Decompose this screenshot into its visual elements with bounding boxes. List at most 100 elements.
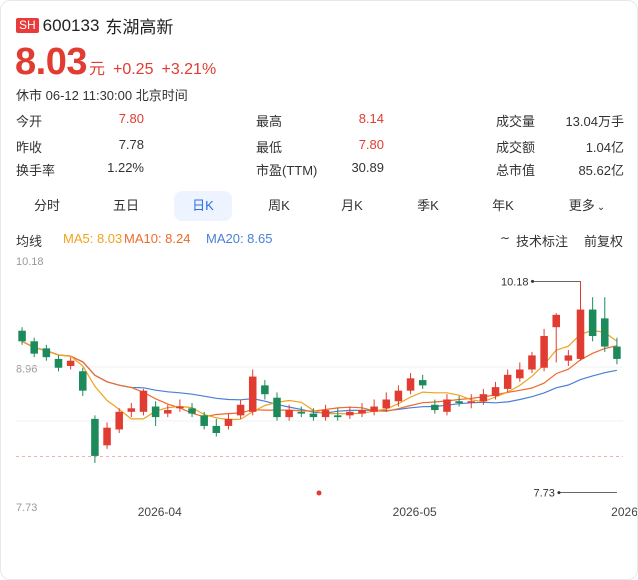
stat-turnover-amount-value: 1.04亿: [585, 140, 624, 155]
candle-body: [528, 355, 536, 370]
min-price-label: 7.73: [534, 488, 555, 500]
stock-code: 600133: [42, 15, 100, 35]
y-tick-label: 7.73: [16, 502, 37, 514]
stat-market-cap-label: 总市值: [496, 163, 536, 178]
kline-chart: 10.18 8.96 7.73 10.18 7.73 2026-04 2026-05 2026…: [16, 256, 637, 519]
stat-prev-close-label: 昨收: [16, 140, 43, 155]
candle-body: [564, 355, 573, 361]
stat-volume-label: 成交量: [496, 114, 536, 129]
candle-body: [115, 411, 123, 430]
candle-body: [540, 336, 548, 368]
candle-body: [333, 415, 342, 418]
tech-annotation-icon: ∼: [500, 231, 511, 245]
candle-body: [139, 390, 148, 412]
tab-intraday[interactable]: 分时: [33, 198, 60, 213]
candle-body: [431, 404, 439, 411]
price-change: +0.25: [112, 61, 154, 78]
candle-body: [467, 401, 476, 404]
candle-body: [224, 418, 233, 426]
candle-body: [370, 406, 378, 412]
ma5-line: [21, 329, 618, 421]
candle-body: [127, 408, 136, 412]
stock-header: SH 600133 东湖高新: [16, 13, 173, 38]
candle-body: [91, 418, 99, 456]
tab-quarterly-k[interactable]: 季K: [417, 198, 439, 213]
candle-body: [54, 358, 63, 368]
tab-weekly-k[interactable]: 周K: [268, 198, 290, 213]
stat-volume-value: 13.04万手: [565, 114, 624, 129]
candle-body: [406, 378, 415, 391]
stat-turnover-amount-label: 成交额: [496, 140, 536, 155]
candle-body: [601, 318, 609, 347]
candle-body: [576, 309, 585, 359]
max-marker-dot: [531, 279, 535, 283]
candle-body: [613, 346, 621, 359]
candle-body: [79, 371, 87, 391]
stock-name: 东湖高新: [105, 18, 174, 37]
candle-body: [176, 406, 184, 409]
candle-body: [443, 399, 451, 412]
exchange-badge: SH: [16, 18, 39, 33]
candle-body: [18, 330, 26, 342]
candle-body: [503, 374, 512, 389]
stat-pe-label: 市盈(TTM): [256, 163, 318, 178]
stat-turnover-rate-value: 1.22%: [107, 160, 144, 175]
candle-body: [30, 341, 38, 354]
candle-body: [418, 380, 427, 386]
candle-body: [321, 410, 330, 418]
candle-body: [491, 387, 500, 396]
chevron-down-icon: ⌄: [596, 202, 606, 213]
candle-body: [358, 410, 366, 414]
ma10-line: [21, 340, 618, 418]
stat-pe-value: 30.89: [351, 160, 384, 175]
ma-label: 均线: [16, 234, 43, 249]
candle-body: [309, 413, 318, 418]
period-tabs: 分时 五日 日K 周K 月K 季K 年K 更多 ⌄: [16, 191, 624, 223]
candle-body: [151, 406, 160, 418]
price-change-percent: +3.21%: [161, 61, 217, 78]
price-unit: 元: [88, 61, 105, 78]
price-row: 8.03 元 +0.25 +3.21%: [15, 41, 216, 84]
ma20-line: [21, 340, 618, 414]
candle-body: [297, 411, 306, 414]
candle-body: [273, 397, 281, 418]
candle-body: [103, 427, 111, 446]
candle-body: [588, 309, 597, 337]
stat-prev-close-value: 7.78: [118, 137, 144, 152]
candle-body: [200, 415, 208, 426]
candle-body: [188, 408, 196, 414]
candle-body: [42, 348, 51, 358]
candle-body: [66, 360, 75, 366]
stat-open-label: 今开: [16, 114, 43, 129]
tab-five-day[interactable]: 五日: [112, 198, 139, 213]
candle-body: [261, 385, 269, 395]
tech-annotation-button[interactable]: 技术标注: [516, 234, 569, 249]
min-marker-dot: [557, 491, 561, 495]
stat-high-label: 最高: [256, 114, 283, 129]
max-price-label: 10.18: [501, 276, 529, 288]
stat-turnover-rate-label: 换手率: [16, 163, 56, 178]
candle-body: [285, 410, 293, 418]
candle-body: [516, 369, 524, 379]
candle-body: [163, 410, 172, 414]
tab-monthly-k[interactable]: 月K: [341, 198, 363, 213]
tab-daily-k[interactable]: 日K: [174, 191, 232, 221]
event-marker-dot: [316, 490, 322, 496]
market-status: 休市 06-12 11:30:00 北京时间: [16, 88, 188, 103]
candle-body: [236, 404, 245, 416]
adjust-button[interactable]: 前复权: [584, 234, 624, 249]
y-tick-label: 10.18: [16, 256, 44, 268]
stat-market-cap-value: 85.62亿: [578, 163, 624, 178]
candle-body: [455, 401, 463, 404]
tab-more[interactable]: 更多 ⌄: [556, 191, 618, 221]
stat-low-label: 最低: [256, 140, 283, 155]
candle-body: [248, 376, 257, 412]
tab-yearly-k[interactable]: 年K: [492, 198, 514, 213]
candle-body: [479, 394, 488, 402]
ma20-value: MA20: 8.65: [206, 231, 273, 246]
candle-body: [552, 314, 560, 328]
x-tick-label: 2026-04: [138, 505, 182, 519]
x-tick-label: 2026-06: [611, 505, 637, 519]
ma10-value: MA10: 8.24: [124, 231, 191, 246]
